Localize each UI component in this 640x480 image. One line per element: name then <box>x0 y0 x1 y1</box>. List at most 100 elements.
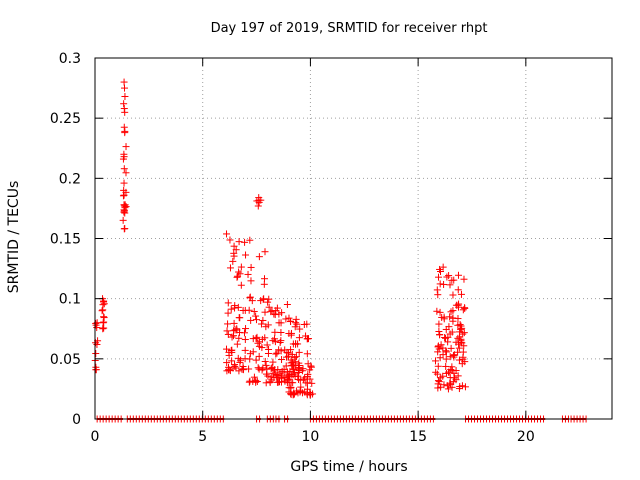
x-tick-label: 15 <box>409 429 427 445</box>
data-point <box>434 384 442 392</box>
data-point <box>306 366 314 374</box>
data-point <box>433 307 441 315</box>
data-point <box>283 348 291 356</box>
data-point <box>240 329 248 337</box>
data-point <box>228 348 236 356</box>
data-point <box>245 306 253 314</box>
data-point <box>289 361 297 369</box>
data-point <box>273 349 281 357</box>
data-point <box>120 191 128 199</box>
data-point <box>224 320 232 328</box>
x-tick-label: 5 <box>198 429 207 445</box>
data-point <box>443 382 451 390</box>
data-point <box>229 257 237 265</box>
data-point <box>259 364 267 372</box>
data-point <box>250 307 258 315</box>
data-point <box>120 225 128 233</box>
y-tick-label: 0.15 <box>50 232 81 248</box>
data-point <box>255 198 263 206</box>
data-point <box>442 325 450 333</box>
data-point <box>264 298 272 306</box>
data-point <box>246 355 254 363</box>
data-point <box>285 314 293 322</box>
data-point <box>277 372 285 380</box>
data-point <box>121 207 129 215</box>
data-point <box>450 276 458 284</box>
data-point <box>286 317 294 325</box>
data-point <box>436 331 444 339</box>
data-point <box>291 354 299 362</box>
data-point <box>226 236 234 244</box>
data-point <box>252 312 260 320</box>
data-point <box>448 328 456 336</box>
data-point <box>119 155 127 163</box>
data-point <box>239 307 247 315</box>
data-point <box>433 370 441 378</box>
data-point <box>121 201 129 209</box>
data-point <box>257 320 265 328</box>
data-point <box>244 270 252 278</box>
grid <box>95 58 612 419</box>
data-point <box>224 299 232 307</box>
data-point <box>296 376 304 384</box>
data-point <box>246 293 254 301</box>
data-point <box>249 335 257 343</box>
data-point <box>455 300 463 308</box>
data-point <box>290 390 298 398</box>
data-point <box>120 105 128 113</box>
data-point <box>277 328 285 336</box>
data-point <box>231 362 239 370</box>
data-point <box>459 348 467 356</box>
data-point <box>449 314 457 322</box>
data-point <box>254 339 262 347</box>
data-point <box>301 374 309 382</box>
data-point <box>252 376 260 384</box>
data-point <box>231 326 239 334</box>
data-point <box>241 346 249 354</box>
data-point <box>230 332 238 340</box>
data-point <box>237 263 245 271</box>
y-tick-label: 0.3 <box>59 51 81 67</box>
data-point <box>449 291 457 299</box>
data-point <box>241 238 249 246</box>
data-point <box>236 270 244 278</box>
data-point <box>223 327 231 335</box>
axis-ticks: 0 5 10 15 20 0 0.05 0.1 0.15 0.2 0.25 0.3 <box>50 51 612 445</box>
data-point <box>435 320 443 328</box>
data-point <box>237 281 245 289</box>
data-point <box>119 216 127 224</box>
data-point <box>287 331 295 339</box>
data-point <box>267 373 275 381</box>
data-point <box>272 350 280 358</box>
data-point <box>289 371 297 379</box>
data-point <box>442 362 450 370</box>
data-point <box>230 242 238 250</box>
data-point <box>231 304 239 312</box>
data-point <box>434 291 442 299</box>
data-point <box>275 310 283 318</box>
data-point <box>283 301 291 309</box>
data-point <box>294 389 302 397</box>
data-point <box>247 263 255 271</box>
data-point <box>264 321 272 329</box>
data-point <box>282 315 290 323</box>
data-point <box>224 330 232 338</box>
data-point <box>284 352 292 360</box>
data-point <box>267 365 275 373</box>
data-points <box>91 78 469 399</box>
data-point <box>230 319 238 327</box>
data-point <box>448 363 456 371</box>
data-point <box>226 264 234 272</box>
x-tick-label: 0 <box>91 429 100 445</box>
data-point <box>252 316 260 324</box>
data-point <box>448 383 456 391</box>
data-point <box>275 319 283 327</box>
data-point <box>269 369 277 377</box>
data-point <box>292 340 300 348</box>
data-point <box>228 333 236 341</box>
data-point <box>458 360 466 368</box>
data-point <box>99 301 107 309</box>
data-point <box>459 330 467 338</box>
data-point <box>276 339 284 347</box>
data-point <box>225 363 233 371</box>
